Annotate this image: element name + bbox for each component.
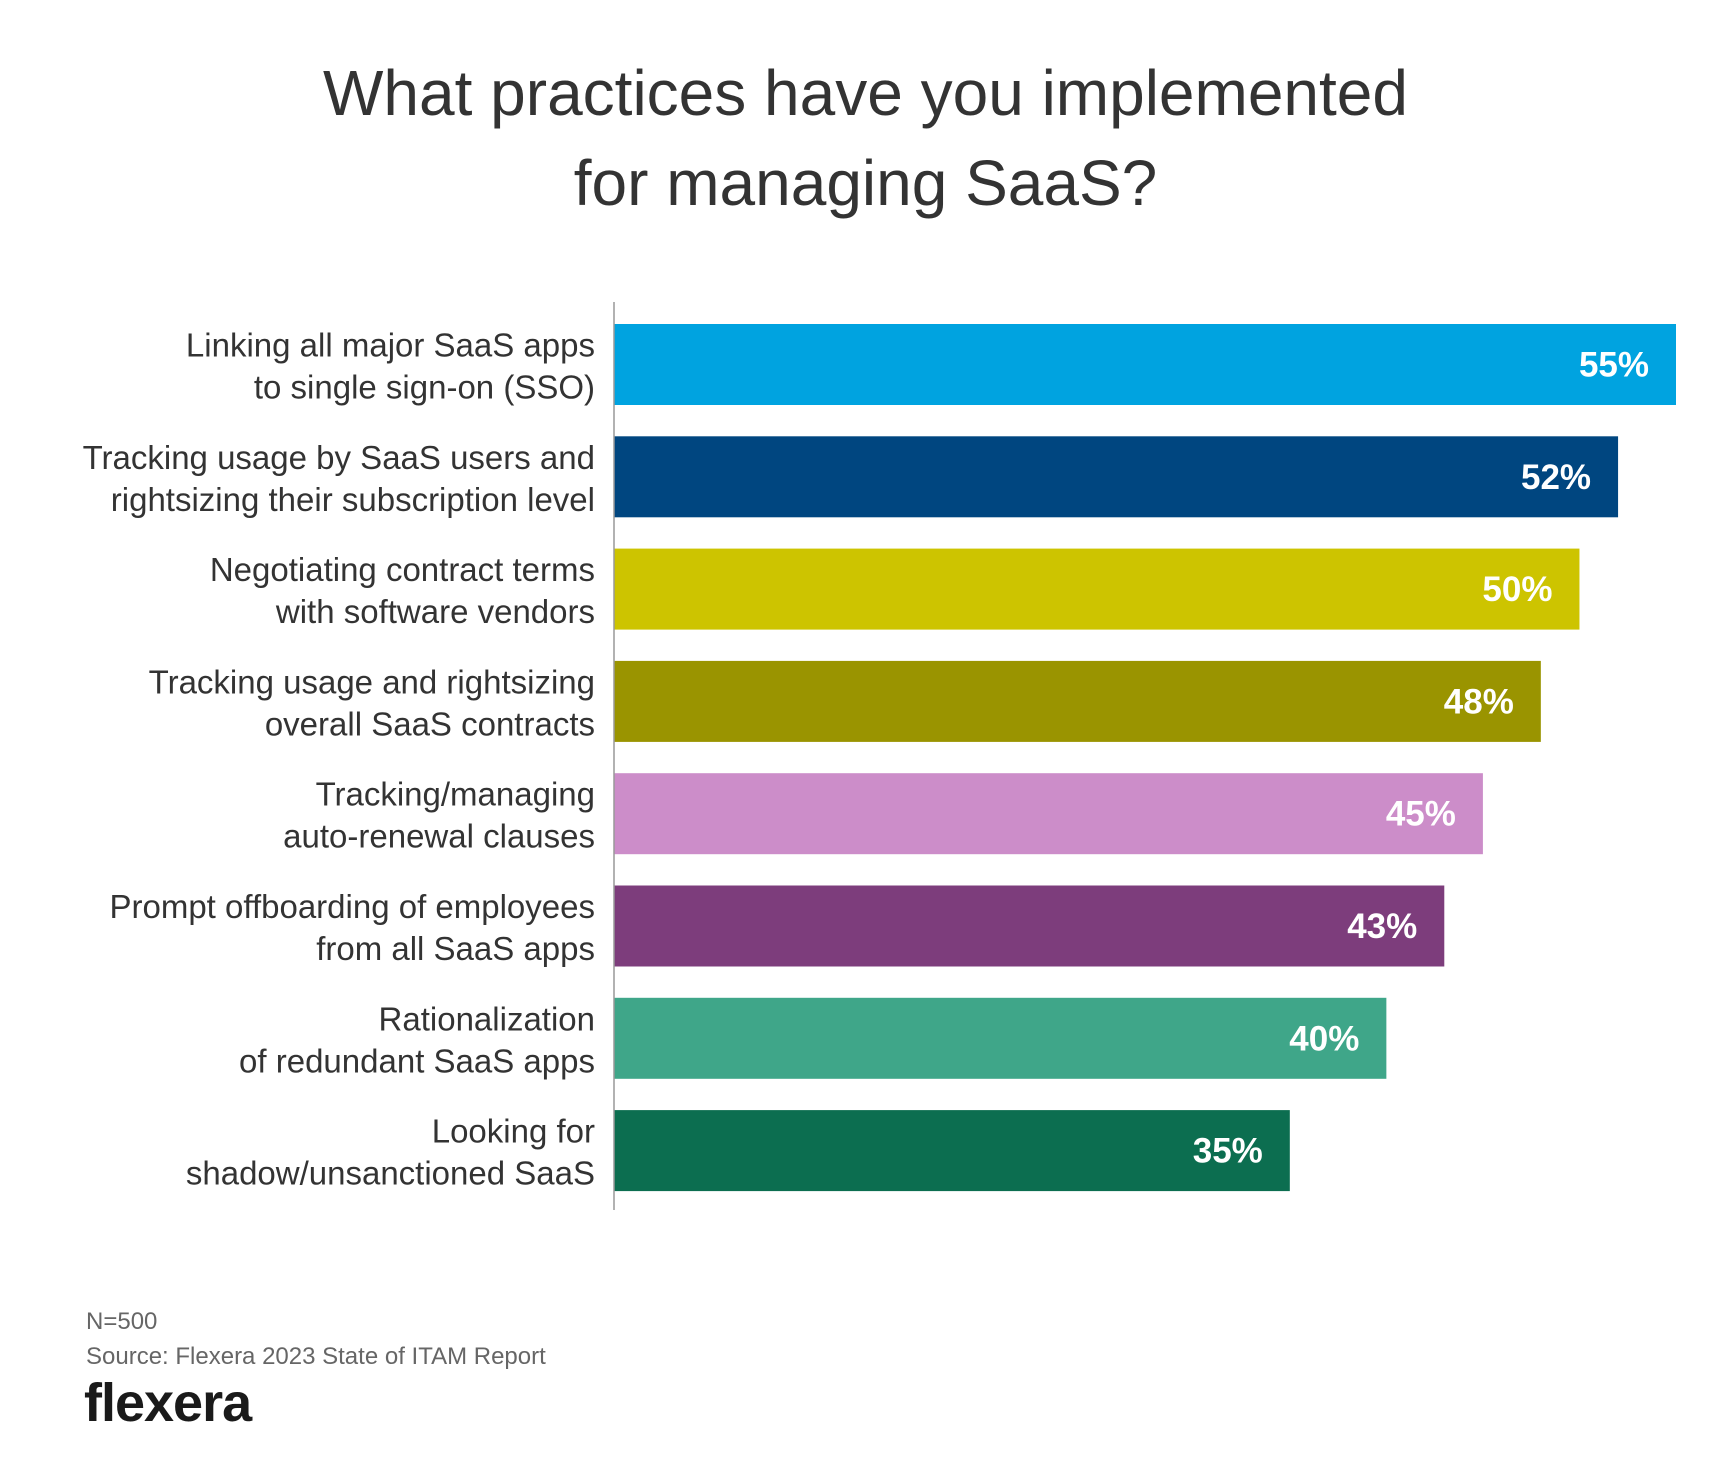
bar <box>614 324 1676 405</box>
value-label: 55% <box>1579 346 1649 385</box>
category-label: Looking for <box>432 1113 595 1150</box>
value-label: 40% <box>1289 1019 1359 1058</box>
sample-size-note: N=500 <box>86 1308 158 1335</box>
category-label: Linking all major SaaS apps <box>186 327 595 364</box>
bar <box>614 885 1445 967</box>
value-label: 45% <box>1386 795 1456 834</box>
category-label: Tracking/managing <box>316 776 595 813</box>
category-label: Tracking usage by SaaS users and <box>83 439 595 476</box>
bar <box>614 773 1483 855</box>
category-label: Rationalization <box>379 1000 595 1037</box>
title-line-2: for managing SaaS? <box>573 147 1158 219</box>
value-label: 48% <box>1444 682 1514 721</box>
bar <box>614 436 1619 518</box>
bar <box>614 1110 1290 1192</box>
category-label: Negotiating contract terms <box>210 551 595 588</box>
category-label: with software vendors <box>275 593 595 630</box>
source-note: Source: Flexera 2023 State of ITAM Repor… <box>86 1343 546 1370</box>
title-line-1: What practices have you implemented <box>323 57 1408 129</box>
value-label: 35% <box>1193 1132 1263 1171</box>
category-label: to single sign-on (SSO) <box>254 369 595 406</box>
chart-title: What practices have you implemented for … <box>0 48 1731 228</box>
category-label: Prompt offboarding of employees <box>109 888 595 925</box>
category-label: shadow/unsanctioned SaaS <box>186 1155 595 1192</box>
category-label: overall SaaS contracts <box>265 705 595 742</box>
bar <box>614 997 1387 1079</box>
category-label: from all SaaS apps <box>316 930 595 967</box>
category-label: of redundant SaaS apps <box>239 1042 595 1079</box>
category-label: Tracking usage and rightsizing <box>149 663 595 700</box>
value-label: 52% <box>1521 458 1591 497</box>
bar-chart: 55% Linking all major SaaS apps to single … <box>83 302 1676 1210</box>
bar <box>614 548 1580 630</box>
category-label: auto-renewal clauses <box>283 818 595 855</box>
bar <box>614 660 1541 742</box>
value-label: 43% <box>1347 907 1417 946</box>
value-label: 50% <box>1482 570 1552 609</box>
flexera-logo: flexera <box>84 1372 252 1434</box>
category-label: rightsizing their subscription level <box>111 481 595 518</box>
logo-text: flexera <box>84 1373 252 1433</box>
